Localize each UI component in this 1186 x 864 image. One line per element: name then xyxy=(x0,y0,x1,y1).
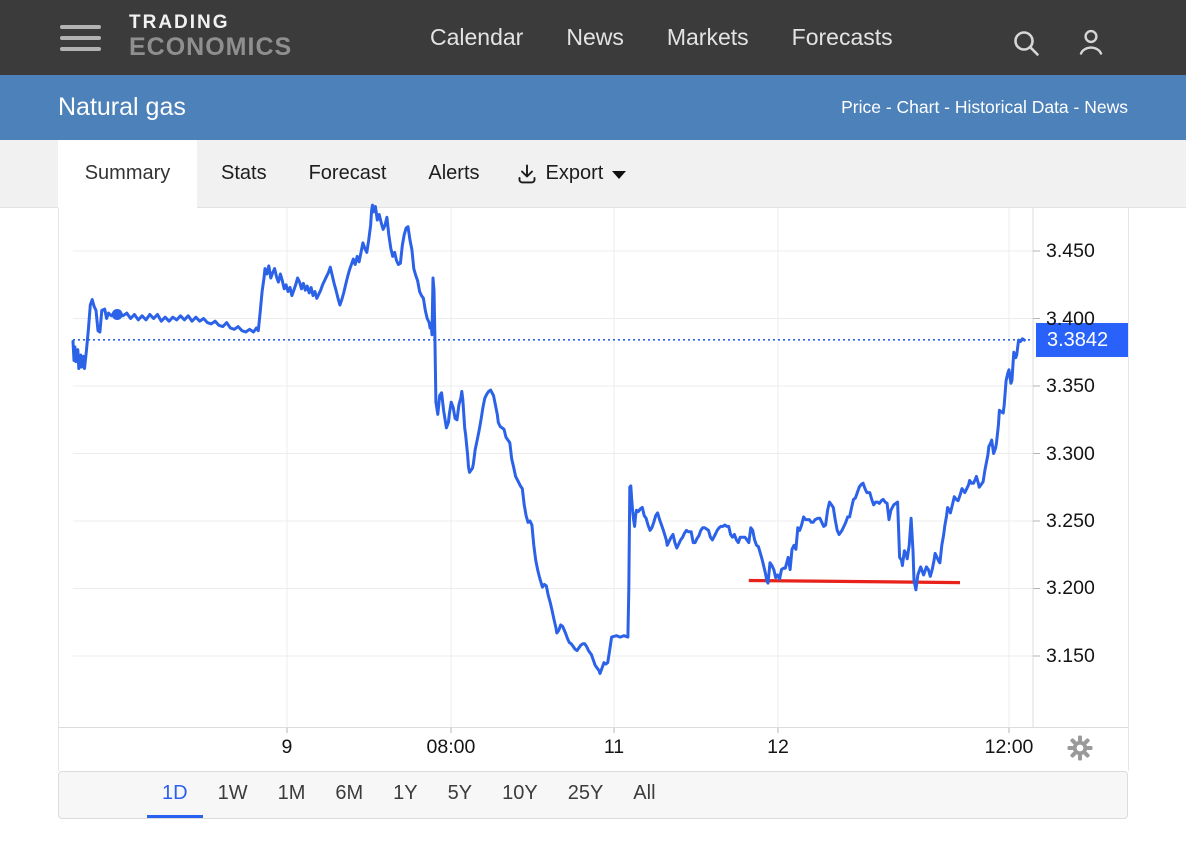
timeframe-6m[interactable]: 6M xyxy=(335,782,364,804)
instrument-header: Natural gas Price - Chart - Historical D… xyxy=(0,75,1186,140)
navbar-links: Calendar News Markets Forecasts xyxy=(430,0,893,75)
price-chart[interactable] xyxy=(71,203,1040,733)
x-axis-label: 12:00 xyxy=(984,736,1034,758)
breadcrumb: Price - Chart - Historical Data - News xyxy=(841,75,1128,139)
x-axis-label: 9 xyxy=(281,736,293,758)
top-navbar: TRADING ECONOMICS Calendar News Markets For… xyxy=(0,0,1186,75)
tab-strip xyxy=(0,140,1186,208)
tab-list: Stats Forecast Alerts Export xyxy=(200,140,627,207)
y-axis-label: 3.200 xyxy=(1046,577,1095,600)
y-axis-label: 3.300 xyxy=(1046,442,1095,465)
navbar-item-calendar[interactable]: Calendar xyxy=(430,24,524,50)
header-link-chart[interactable]: Chart xyxy=(896,97,940,117)
y-axis-label: 3.400 xyxy=(1046,307,1095,330)
y-axis-label: 3.350 xyxy=(1046,375,1095,397)
search-icon[interactable] xyxy=(1011,28,1043,65)
tab-forecast[interactable]: Forecast xyxy=(308,162,387,184)
breadcrumb-separator: - xyxy=(939,97,955,117)
timeframe-1m[interactable]: 1M xyxy=(277,782,306,804)
timeframe-1y[interactable]: 1Y xyxy=(393,782,418,804)
y-axis-label: 3.450 xyxy=(1046,240,1095,262)
timeframe-10y[interactable]: 10Y xyxy=(502,782,538,804)
timeframe-all[interactable]: All xyxy=(633,782,656,804)
current-price-badge: 3.3842 xyxy=(1036,323,1128,357)
dropdown-caret-icon xyxy=(612,171,627,179)
timeframe-25y[interactable]: 25Y xyxy=(567,782,604,804)
x-axis-line xyxy=(58,727,1128,728)
page-title: Natural gas xyxy=(58,93,186,121)
timeframe-5y[interactable]: 5Y xyxy=(447,782,473,804)
card-left-border xyxy=(58,207,59,771)
logo-line-1: TRADING xyxy=(129,12,230,33)
price-line-series xyxy=(71,203,1026,675)
header-link-news[interactable]: News xyxy=(1084,97,1128,117)
download-icon xyxy=(518,164,535,183)
user-account-icon[interactable] xyxy=(1075,27,1107,64)
breadcrumb-separator: - xyxy=(1068,97,1085,117)
chart-settings-gear-icon[interactable] xyxy=(1066,734,1094,762)
tab-alerts[interactable]: Alerts xyxy=(428,162,480,184)
y-axis-label: 3.250 xyxy=(1046,509,1095,532)
header-link-price[interactable]: Price xyxy=(841,97,881,117)
series-marker-dot xyxy=(111,309,123,320)
tab-stats[interactable]: Stats xyxy=(221,162,267,184)
timeframe-1d[interactable]: 1D xyxy=(147,772,203,818)
tab-summary[interactable]: Summary xyxy=(58,140,197,208)
navbar-item-markets[interactable]: Markets xyxy=(666,24,749,50)
y-axis-label: 3.150 xyxy=(1046,644,1095,667)
navbar-item-news[interactable]: News xyxy=(566,24,624,50)
export-label: Export xyxy=(545,162,604,184)
timeframe-1w[interactable]: 1W xyxy=(217,782,248,804)
x-axis-label: 12 xyxy=(767,736,789,758)
support-trendline xyxy=(748,578,961,585)
trading-economics-logo[interactable]: TRADING ECONOMICS xyxy=(129,13,292,60)
hamburger-menu-icon[interactable] xyxy=(60,25,101,52)
navbar-item-forecasts[interactable]: Forecasts xyxy=(791,24,893,50)
timeframe-bar: 1D 1W 1M 6M 1Y 5Y 10Y 25Y All xyxy=(58,771,1128,819)
logo-line-2: ECONOMICS xyxy=(129,33,293,61)
breadcrumb-separator: - xyxy=(880,97,897,117)
card-right-border xyxy=(1128,207,1129,771)
header-link-historical-data[interactable]: Historical Data xyxy=(954,97,1069,117)
export-button[interactable]: Export xyxy=(515,162,627,186)
x-axis-label: 08:00 xyxy=(426,736,476,758)
x-axis-label: 11 xyxy=(603,736,625,758)
